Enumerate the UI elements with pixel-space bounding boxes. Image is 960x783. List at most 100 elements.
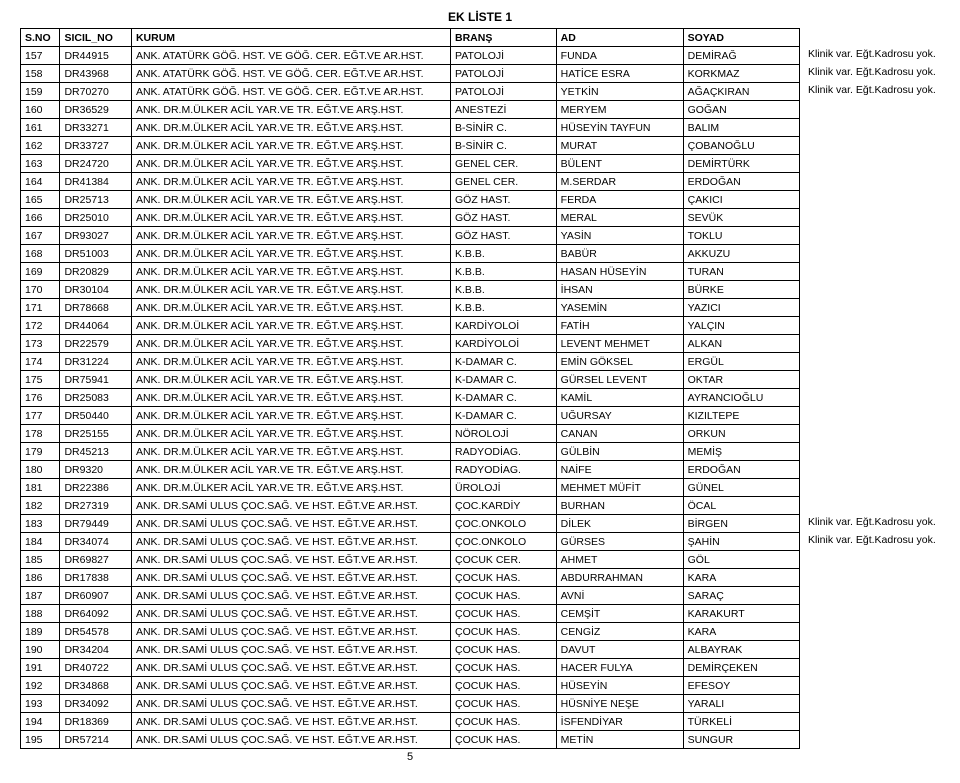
- table-row: 158DR43968ANK. ATATÜRK GÖĞ. HST. VE GÖĞ.…: [21, 65, 800, 83]
- cell-kurum: ANK. DR.SAMİ ULUS ÇOC.SAĞ. VE HST. EĞT.V…: [131, 533, 450, 551]
- col-sicil: SICIL_NO: [60, 29, 131, 47]
- cell-sicil: DR20829: [60, 263, 131, 281]
- cell-soyad: KARA: [683, 623, 799, 641]
- cell-sicil: DR27319: [60, 497, 131, 515]
- cell-kurum: ANK. DR.SAMİ ULUS ÇOC.SAĞ. VE HST. EĞT.V…: [131, 569, 450, 587]
- cell-sno: 180: [21, 461, 60, 479]
- cell-sicil: DR34868: [60, 677, 131, 695]
- table-row: 162DR33727ANK. DR.M.ÜLKER ACİL YAR.VE TR…: [21, 137, 800, 155]
- cell-ad: LEVENT MEHMET: [556, 335, 683, 353]
- cell-sno: 191: [21, 659, 60, 677]
- cell-sicil: DR57214: [60, 731, 131, 749]
- cell-soyad: GOĞAN: [683, 101, 799, 119]
- cell-soyad: DEMİRTÜRK: [683, 155, 799, 173]
- cell-kurum: ANK. DR.SAMİ ULUS ÇOC.SAĞ. VE HST. EĞT.V…: [131, 515, 450, 533]
- cell-sno: 178: [21, 425, 60, 443]
- cell-sicil: DR34074: [60, 533, 131, 551]
- cell-sno: 186: [21, 569, 60, 587]
- cell-brans: K.B.B.: [451, 245, 557, 263]
- cell-soyad: ÇOBANOĞLU: [683, 137, 799, 155]
- cell-kurum: ANK. DR.SAMİ ULUS ÇOC.SAĞ. VE HST. EĞT.V…: [131, 713, 450, 731]
- col-ad: AD: [556, 29, 683, 47]
- cell-sicil: DR75941: [60, 371, 131, 389]
- col-sno: S.NO: [21, 29, 60, 47]
- cell-ad: YETKİN: [556, 83, 683, 101]
- table-row: 185DR69827ANK. DR.SAMİ ULUS ÇOC.SAĞ. VE …: [21, 551, 800, 569]
- cell-ad: EMİN GÖKSEL: [556, 353, 683, 371]
- cell-sno: 175: [21, 371, 60, 389]
- cell-sno: 174: [21, 353, 60, 371]
- cell-kurum: ANK. DR.SAMİ ULUS ÇOC.SAĞ. VE HST. EĞT.V…: [131, 677, 450, 695]
- cell-brans: GÖZ HAST.: [451, 209, 557, 227]
- cell-brans: K-DAMAR C.: [451, 389, 557, 407]
- cell-sicil: DR17838: [60, 569, 131, 587]
- table-row: 161DR33271ANK. DR.M.ÜLKER ACİL YAR.VE TR…: [21, 119, 800, 137]
- cell-brans: ÇOCUK HAS.: [451, 569, 557, 587]
- cell-soyad: SARAÇ: [683, 587, 799, 605]
- cell-soyad: ŞAHİN: [683, 533, 799, 551]
- table-row: 190DR34204ANK. DR.SAMİ ULUS ÇOC.SAĞ. VE …: [21, 641, 800, 659]
- cell-brans: PATOLOJİ: [451, 47, 557, 65]
- cell-kurum: ANK. DR.SAMİ ULUS ÇOC.SAĞ. VE HST. EĞT.V…: [131, 659, 450, 677]
- row-note: Klinik var. Eğt.Kadrosu yok.: [808, 66, 936, 78]
- cell-soyad: DEMİRÇEKEN: [683, 659, 799, 677]
- cell-brans: K-DAMAR C.: [451, 407, 557, 425]
- table-row: 179DR45213ANK. DR.M.ÜLKER ACİL YAR.VE TR…: [21, 443, 800, 461]
- cell-ad: BABÜR: [556, 245, 683, 263]
- cell-sno: 184: [21, 533, 60, 551]
- table-row: 178DR25155ANK. DR.M.ÜLKER ACİL YAR.VE TR…: [21, 425, 800, 443]
- cell-soyad: BALIM: [683, 119, 799, 137]
- cell-sicil: DR25083: [60, 389, 131, 407]
- cell-kurum: ANK. DR.SAMİ ULUS ÇOC.SAĞ. VE HST. EĞT.V…: [131, 587, 450, 605]
- cell-sicil: DR34204: [60, 641, 131, 659]
- cell-ad: MERYEM: [556, 101, 683, 119]
- cell-brans: K-DAMAR C.: [451, 371, 557, 389]
- table-row: 186DR17838ANK. DR.SAMİ ULUS ÇOC.SAĞ. VE …: [21, 569, 800, 587]
- cell-brans: ÇOCUK HAS.: [451, 713, 557, 731]
- cell-brans: ÇOC.ONKOLO: [451, 515, 557, 533]
- cell-soyad: SUNGUR: [683, 731, 799, 749]
- cell-sicil: DR24720: [60, 155, 131, 173]
- cell-sicil: DR30104: [60, 281, 131, 299]
- cell-ad: FUNDA: [556, 47, 683, 65]
- cell-soyad: KIZILTEPE: [683, 407, 799, 425]
- cell-kurum: ANK. DR.M.ÜLKER ACİL YAR.VE TR. EĞT.VE A…: [131, 281, 450, 299]
- cell-kurum: ANK. DR.M.ÜLKER ACİL YAR.VE TR. EĞT.VE A…: [131, 407, 450, 425]
- table-row: 173DR22579ANK. DR.M.ÜLKER ACİL YAR.VE TR…: [21, 335, 800, 353]
- cell-sicil: DR22579: [60, 335, 131, 353]
- cell-brans: ÇOCUK HAS.: [451, 623, 557, 641]
- table-row: 181DR22386ANK. DR.M.ÜLKER ACİL YAR.VE TR…: [21, 479, 800, 497]
- cell-brans: ÇOCUK HAS.: [451, 605, 557, 623]
- cell-soyad: OKTAR: [683, 371, 799, 389]
- cell-ad: HASAN HÜSEYİN: [556, 263, 683, 281]
- cell-kurum: ANK. DR.M.ÜLKER ACİL YAR.VE TR. EĞT.VE A…: [131, 245, 450, 263]
- cell-kurum: ANK. DR.M.ÜLKER ACİL YAR.VE TR. EĞT.VE A…: [131, 443, 450, 461]
- cell-soyad: MEMİŞ: [683, 443, 799, 461]
- row-note: Klinik var. Eğt.Kadrosu yok.: [808, 48, 936, 60]
- cell-sno: 195: [21, 731, 60, 749]
- table-row: 192DR34868ANK. DR.SAMİ ULUS ÇOC.SAĞ. VE …: [21, 677, 800, 695]
- cell-soyad: GÖL: [683, 551, 799, 569]
- cell-ad: HÜSEYİN TAYFUN: [556, 119, 683, 137]
- table-row: 175DR75941ANK. DR.M.ÜLKER ACİL YAR.VE TR…: [21, 371, 800, 389]
- table-row: 182DR27319ANK. DR.SAMİ ULUS ÇOC.SAĞ. VE …: [21, 497, 800, 515]
- cell-soyad: SEVÜK: [683, 209, 799, 227]
- cell-brans: ÇOCUK HAS.: [451, 587, 557, 605]
- cell-sno: 177: [21, 407, 60, 425]
- cell-brans: ÇOCUK HAS.: [451, 659, 557, 677]
- cell-soyad: KARA: [683, 569, 799, 587]
- cell-kurum: ANK. DR.SAMİ ULUS ÇOC.SAĞ. VE HST. EĞT.V…: [131, 623, 450, 641]
- cell-kurum: ANK. DR.M.ÜLKER ACİL YAR.VE TR. EĞT.VE A…: [131, 461, 450, 479]
- cell-brans: K.B.B.: [451, 299, 557, 317]
- cell-kurum: ANK. ATATÜRK GÖĞ. HST. VE GÖĞ. CER. EĞT.…: [131, 65, 450, 83]
- cell-sno: 165: [21, 191, 60, 209]
- cell-kurum: ANK. DR.SAMİ ULUS ÇOC.SAĞ. VE HST. EĞT.V…: [131, 497, 450, 515]
- cell-ad: KAMİL: [556, 389, 683, 407]
- cell-kurum: ANK. DR.SAMİ ULUS ÇOC.SAĞ. VE HST. EĞT.V…: [131, 641, 450, 659]
- cell-kurum: ANK. ATATÜRK GÖĞ. HST. VE GÖĞ. CER. EĞT.…: [131, 83, 450, 101]
- table-row: 165DR25713ANK. DR.M.ÜLKER ACİL YAR.VE TR…: [21, 191, 800, 209]
- cell-kurum: ANK. DR.M.ÜLKER ACİL YAR.VE TR. EĞT.VE A…: [131, 137, 450, 155]
- cell-ad: FERDA: [556, 191, 683, 209]
- cell-kurum: ANK. DR.M.ÜLKER ACİL YAR.VE TR. EĞT.VE A…: [131, 299, 450, 317]
- cell-brans: PATOLOJİ: [451, 65, 557, 83]
